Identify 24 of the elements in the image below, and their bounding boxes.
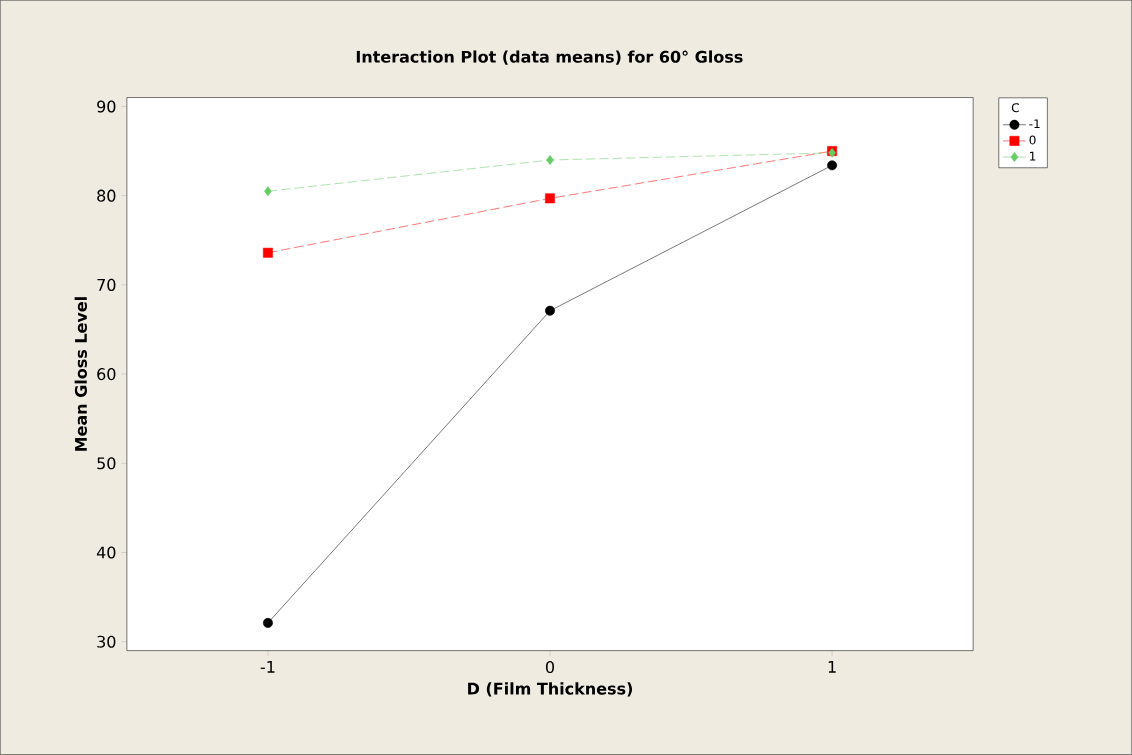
point: [262, 247, 273, 258]
legend-label: -1: [1029, 119, 1040, 129]
x-tick-label: 1: [828, 661, 836, 673]
chart-title: Interaction Plot (data means) for 60° Gloss: [356, 50, 743, 65]
point: [545, 305, 555, 316]
x-tick-label: -1: [260, 661, 275, 673]
y-tick-label: 70: [97, 278, 116, 292]
point: [262, 618, 273, 628]
x-axis-title: D (Film Thickness): [468, 682, 632, 697]
y-tick-label: 40: [96, 546, 116, 559]
point: [264, 186, 272, 197]
point: [546, 155, 554, 165]
point: [545, 193, 555, 204]
legend-label: 1: [1030, 151, 1036, 161]
legend-title: C: [1011, 103, 1019, 113]
y-axis-title: Mean Gloss Level: [74, 297, 87, 451]
x-tick-label: 0: [545, 661, 555, 674]
y-tick-label: 60: [97, 368, 116, 381]
legend-label: 0: [1029, 135, 1036, 145]
y-tick-label: 30: [97, 635, 116, 648]
y-tick-label: 80: [97, 189, 116, 202]
point: [827, 160, 838, 171]
y-tick-label: 50: [97, 457, 116, 470]
y-tick-label: 90: [97, 100, 116, 113]
